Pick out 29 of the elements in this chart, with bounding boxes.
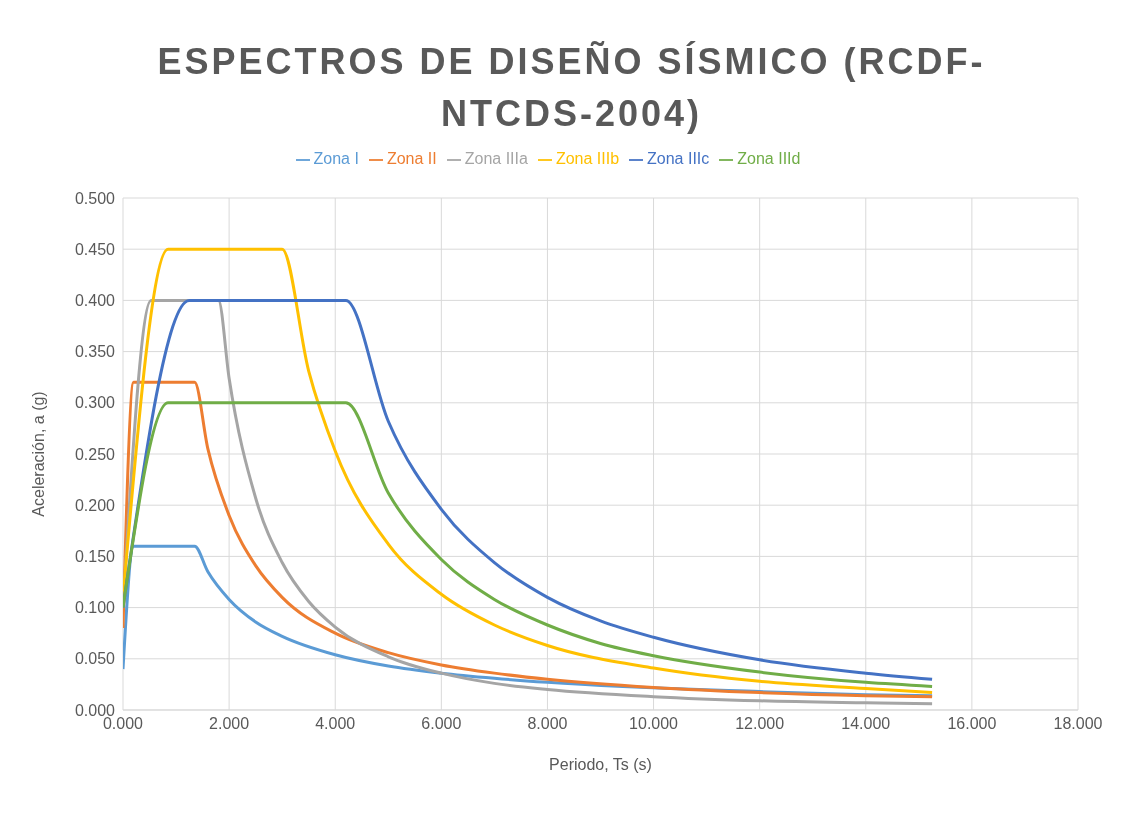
y-tick-label: 0.450 (74, 240, 116, 258)
y-tick-label: 0.500 (74, 189, 116, 207)
x-tick-label: 12.000 (735, 715, 785, 733)
x-tick-label: 0.000 (102, 715, 144, 733)
x-tick-label: 10.000 (629, 715, 679, 733)
y-tick-label: 0.400 (74, 292, 116, 310)
x-axis-title: Periodo, Ts (s) (549, 756, 652, 773)
legend-label: Zona IIId (737, 150, 801, 167)
x-tick-label: 16.000 (947, 715, 997, 733)
y-tick-label: 0.100 (74, 599, 116, 617)
x-tick-label: 18.000 (1053, 715, 1103, 733)
legend-label: Zona IIIa (464, 150, 528, 167)
legend-label: Zona II (386, 150, 437, 167)
y-tick-label: 0.150 (74, 548, 116, 566)
y-tick-label: 0.350 (74, 343, 116, 361)
legend-label: Zona IIIc (647, 150, 710, 167)
y-tick-label: 0.250 (74, 445, 116, 463)
x-tick-label: 6.000 (421, 715, 462, 733)
y-tick-label: 0.300 (74, 394, 116, 412)
chart-title: ESPECTROS DE DISEÑO SÍSMICO (RCDF-NTCDS-2004) (156, 40, 987, 136)
x-tick-label: 14.000 (841, 715, 891, 733)
x-tick-label: 4.000 (315, 715, 356, 733)
y-tick-label: 0.050 (74, 650, 116, 668)
legend-label: Zona I (313, 150, 359, 167)
legend-label: Zona IIIb (555, 150, 620, 167)
x-tick-label: 2.000 (209, 715, 250, 733)
y-axis-title: Aceleración, a (g) (29, 391, 47, 517)
x-tick-label: 8.000 (527, 715, 568, 733)
y-tick-label: 0.200 (74, 496, 116, 514)
